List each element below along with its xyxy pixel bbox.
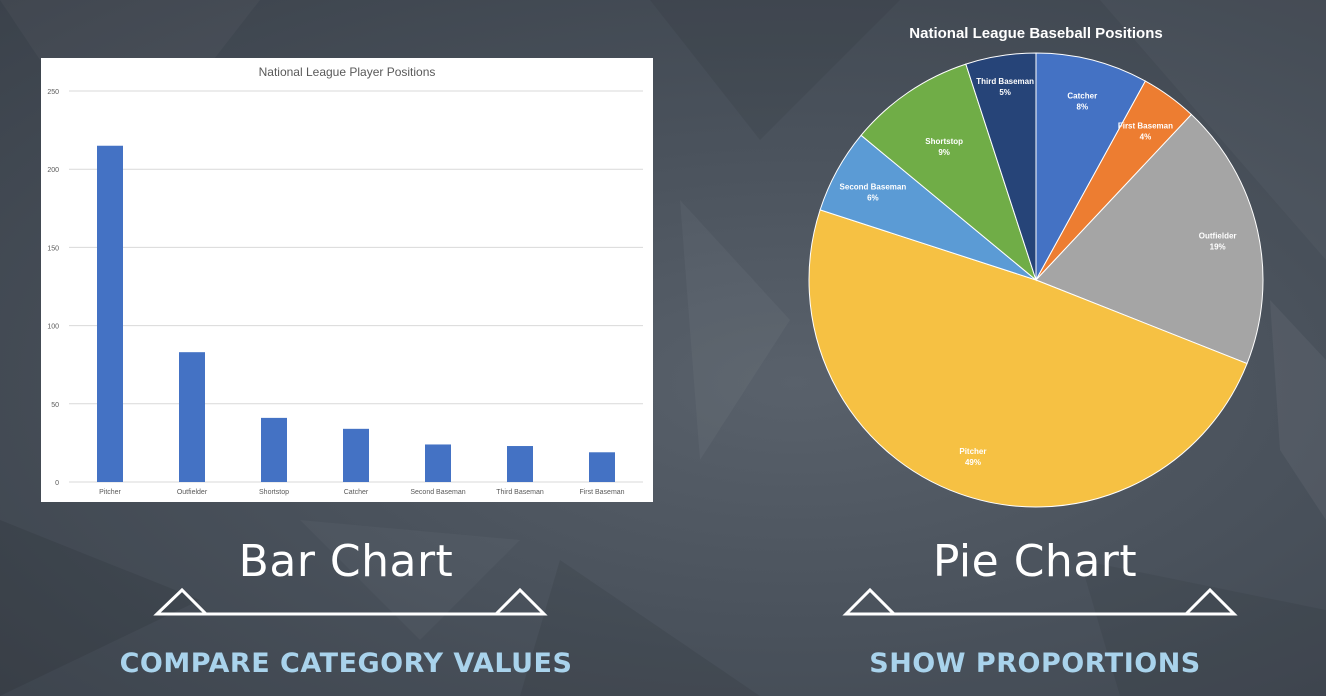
bar-chart-gridlines (69, 90, 643, 483)
pie-label-pitcher: Pitcher (959, 447, 986, 456)
pie-chart-slices (808, 52, 1264, 508)
pie-label-first-baseman: First Baseman (1118, 121, 1173, 130)
pie-chart-title: National League Baseball Positions (909, 25, 1162, 42)
pie-caption-underline (842, 587, 1238, 616)
bar-catcher (343, 428, 369, 482)
x-tick-label: Second Baseman (410, 489, 465, 496)
pie-label-outfielder: Outfielder (1199, 231, 1237, 240)
pie-chart: National League Baseball Positions Catch… (808, 25, 1264, 508)
y-tick-label: 50 (51, 402, 59, 409)
x-tick-label: Pitcher (99, 489, 121, 496)
pie-pct-second-baseman: 6% (867, 193, 879, 202)
pie-chart-caption: Pie Chart (932, 536, 1138, 587)
x-tick-label: Third Baseman (496, 489, 544, 496)
bar-chart: National League Player Positions 0 50 100 1… (47, 65, 643, 496)
bar-chart-y-axis: 0 50 100 150 200 250 (47, 89, 59, 487)
pie-label-catcher: Catcher (1067, 92, 1097, 101)
y-tick-label: 0 (55, 480, 59, 487)
pie-pct-catcher: 8% (1077, 103, 1089, 112)
bar-chart-x-axis: Pitcher Outfielder Shortstop Catcher Second … (99, 489, 625, 496)
pie-slice-pitcher (808, 209, 1248, 508)
bar-pitcher (97, 145, 123, 482)
y-tick-label: 150 (47, 245, 59, 252)
pie-pct-pitcher: 49% (965, 458, 981, 467)
pie-pct-third-baseman: 5% (999, 88, 1011, 97)
bar-chart-caption: Bar Chart (238, 536, 454, 587)
y-tick-label: 250 (47, 89, 59, 96)
pie-slice-outfielder (1035, 113, 1264, 365)
bar-caption-underline (153, 587, 548, 616)
bar-outfielder (179, 352, 205, 482)
x-tick-label: Outfielder (177, 489, 208, 496)
x-tick-label: Shortstop (259, 489, 289, 496)
pie-pct-shortstop: 9% (938, 148, 950, 157)
bar-chart-panel: National League Player Positions 0 50 100 1… (41, 58, 653, 502)
bar-chart-subcaption: COMPARE CATEGORY VALUES (119, 648, 573, 679)
y-tick-label: 200 (47, 167, 59, 174)
bar-chart-bars (97, 145, 615, 482)
pie-slice-third-baseman (965, 52, 1037, 281)
pie-pct-first-baseman: 4% (1140, 132, 1152, 141)
y-tick-label: 100 (47, 324, 59, 331)
bar-shortstop (261, 417, 287, 482)
pie-slice-shortstop (860, 63, 1038, 282)
pie-slice-catcher (1035, 52, 1147, 281)
pie-chart-subcaption: SHOW PROPORTIONS (869, 648, 1201, 679)
pie-label-second-baseman: Second Baseman (840, 182, 907, 191)
bar-third-baseman (507, 446, 533, 482)
pie-chart-panel: National League Baseball Positions Catch… (790, 14, 1290, 514)
x-tick-label: Catcher (344, 489, 369, 496)
bar-first-baseman (589, 452, 615, 482)
pie-chart-labels: Catcher 8% First Baseman 4% Outfielder 19% Pit… (840, 77, 1237, 467)
pie-label-shortstop: Shortstop (925, 137, 963, 146)
x-tick-label: First Baseman (579, 489, 624, 496)
pie-label-third-baseman: Third Baseman (976, 77, 1034, 86)
pie-pct-outfielder: 19% (1210, 242, 1226, 251)
bar-second-baseman (425, 444, 451, 482)
bar-chart-title: National League Player Positions (259, 65, 436, 79)
